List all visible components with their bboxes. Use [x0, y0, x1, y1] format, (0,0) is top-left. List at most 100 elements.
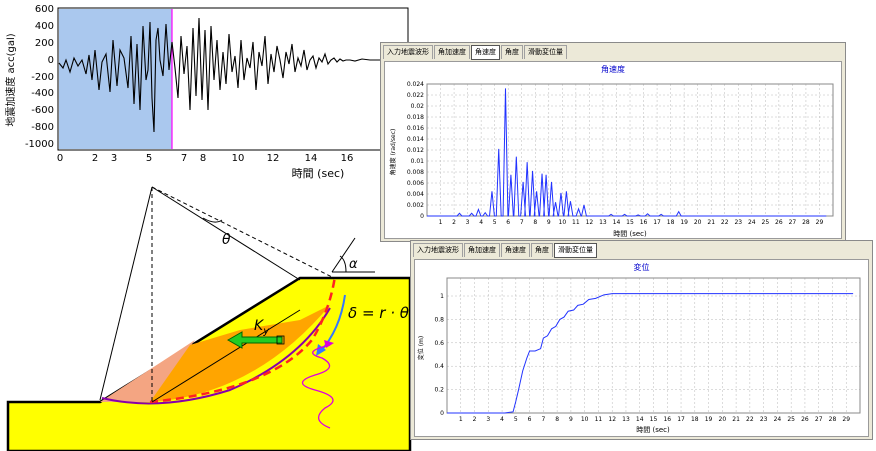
tab-angular-velocity[interactable]: 角速度: [471, 45, 500, 60]
tab-input-wave[interactable]: 入力地震波形: [413, 243, 463, 257]
y-tick: 0: [48, 55, 54, 66]
radius-line-left: [99, 186, 153, 401]
x-tick: 27: [815, 416, 823, 423]
tab-input-wave[interactable]: 入力地震波形: [383, 45, 433, 59]
x-tick: 9: [547, 219, 551, 226]
result-tabs: 入力地震波形 角加速度 角速度 角度 滑動変位量: [413, 243, 598, 258]
x-tick: 15: [626, 219, 634, 226]
result-tabs: 入力地震波形 角加速度 角速度 角度 滑動変位量: [383, 45, 568, 60]
radius-line-right: [151, 186, 333, 278]
sliding-mass: [150, 305, 330, 402]
x-tick: 23: [760, 416, 768, 423]
x-tick: 9: [569, 416, 573, 423]
x-tick: 8: [555, 416, 559, 423]
slope-diagram: θ α Ky δ = r · θ: [6, 186, 412, 451]
displacement-x-label: 時間 (sec): [636, 426, 670, 434]
x-tick: 18: [667, 219, 675, 226]
y-tick: 0.4: [434, 363, 444, 370]
displacement-chart: 10.80.60.40.20 1 2 3 4 5 6 7 8 9 10 11 12 13 14 15 16 17…: [417, 277, 861, 434]
seismic-x-ticks: 0 2 3 5 7 8 10 12 14 16: [57, 153, 354, 164]
alpha-arc: [339, 255, 347, 273]
ky-arrow-tail: [276, 335, 285, 345]
x-tick: 3: [486, 416, 490, 423]
tab-angular-velocity[interactable]: 角速度: [501, 243, 530, 257]
y-tick: -1000: [25, 139, 54, 150]
x-tick: 18: [691, 416, 699, 423]
x-tick: 11: [595, 416, 603, 423]
y-tick: 0.024: [407, 81, 424, 88]
x-tick: 26: [801, 416, 809, 423]
wave-arrow: [301, 344, 334, 429]
seismic-y-ticks: 600 400 200 0 -200 -400 -600 -800 -1000: [25, 4, 54, 150]
x-tick: 10: [581, 416, 589, 423]
angular-velocity-window: 入力地震波形 角加速度 角速度 角度 滑動変位量 角速度 0.024 0.022 0…: [380, 42, 846, 242]
y-tick: 0.004: [407, 191, 424, 198]
x-tick: 8: [200, 153, 206, 164]
x-tick: 14: [613, 219, 621, 226]
ky-label: Ky: [254, 318, 270, 337]
x-tick: 13: [599, 219, 607, 226]
tab-sliding-displacement[interactable]: 滑動変位量: [554, 243, 597, 258]
theta-arc: [202, 217, 223, 223]
x-tick: 21: [707, 219, 715, 226]
x-tick: 4: [500, 416, 504, 423]
tab-angular-acceleration[interactable]: 角加速度: [434, 45, 470, 59]
ky-subscript: y: [262, 326, 270, 337]
x-tick: 19: [705, 416, 713, 423]
x-tick: 5: [493, 219, 497, 226]
x-tick: 16: [640, 219, 648, 226]
delta-formula: δ = r · θ: [348, 304, 409, 322]
x-tick: 7: [520, 219, 524, 226]
y-tick: 0.006: [407, 180, 424, 187]
x-tick: 25: [762, 219, 770, 226]
y-tick: 0.014: [407, 136, 424, 143]
x-tick: 14: [636, 416, 644, 423]
tab-angular-acceleration[interactable]: 角加速度: [464, 243, 500, 257]
x-tick: 25: [787, 416, 795, 423]
displacement-y-label: 変位 (m): [417, 336, 425, 360]
y-tick: 1: [440, 293, 444, 300]
x-tick: 23: [734, 219, 742, 226]
x-tick: 2: [92, 153, 98, 164]
y-tick: -400: [31, 88, 54, 99]
angular-velocity-chart: 0.024 0.022 0.02 0.018 0.016 0.014 0.012 0.01 0.…: [389, 81, 834, 238]
x-tick: 26: [775, 219, 783, 226]
x-tick: 24: [748, 219, 756, 226]
y-tick: 0.6: [434, 340, 444, 347]
x-tick: 2: [473, 416, 477, 423]
movement-arrowhead: [316, 344, 326, 356]
tab-angle[interactable]: 角度: [501, 45, 523, 59]
x-tick: 3: [466, 219, 470, 226]
x-tick: 21: [732, 416, 740, 423]
seismic-acceleration-plot: 600 400 200 0 -200 -400 -600 -800 -1000 …: [4, 4, 409, 180]
x-tick: 2: [452, 219, 456, 226]
displacement-window: 入力地震波形 角加速度 角速度 角度 滑動変位量 変位 1 0.8 0.6 0.4 0.…: [410, 240, 873, 440]
alpha-label: α: [349, 257, 358, 272]
y-tick: 0.008: [407, 169, 424, 176]
y-tick: 0.8: [434, 316, 444, 323]
y-tick: 0: [420, 213, 424, 220]
x-tick: 29: [816, 219, 824, 226]
x-tick: 8: [533, 219, 537, 226]
x-tick: 17: [653, 219, 661, 226]
x-tick: 13: [622, 416, 630, 423]
angular-velocity-x-label: 時間 (sec): [613, 230, 647, 238]
x-tick: 1: [439, 219, 443, 226]
y-tick: 600: [35, 4, 54, 15]
seismic-x-label: 時間 (sec): [292, 167, 345, 180]
y-tick: 0: [440, 410, 444, 417]
y-tick: 0.022: [407, 92, 424, 99]
tab-angle[interactable]: 角度: [531, 243, 553, 257]
y-tick: 0.016: [407, 125, 424, 132]
x-tick: 11: [572, 219, 580, 226]
y-tick: 0.2: [434, 387, 444, 394]
displacement-trace: [447, 293, 854, 414]
x-tick: 12: [267, 153, 280, 164]
displacement-title: 変位: [633, 263, 650, 272]
y-tick: -800: [31, 122, 54, 133]
x-tick: 28: [802, 219, 810, 226]
x-tick: 20: [694, 219, 702, 226]
tab-sliding-displacement[interactable]: 滑動変位量: [524, 45, 567, 59]
x-tick: 1: [459, 416, 463, 423]
x-tick: 19: [680, 219, 688, 226]
